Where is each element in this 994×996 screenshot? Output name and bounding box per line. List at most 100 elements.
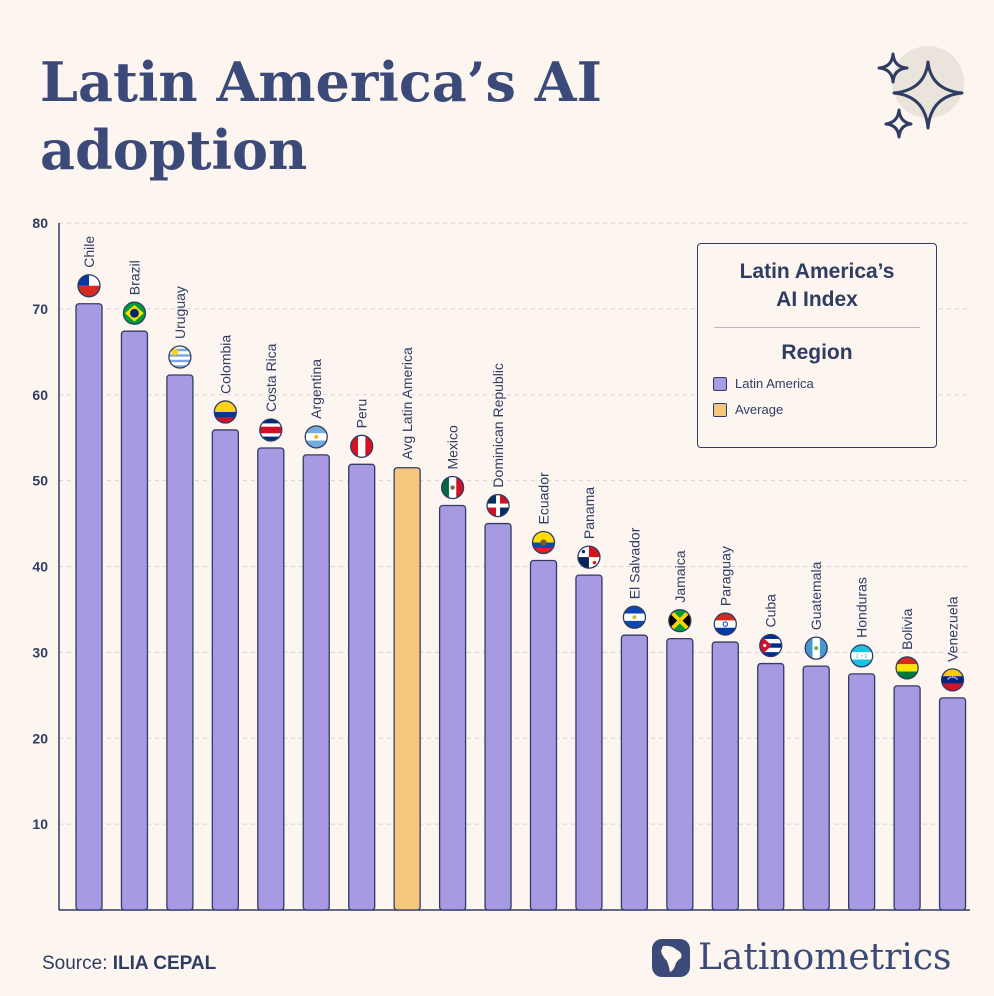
source-note: Source: ILIA CEPAL — [42, 953, 217, 974]
y-tick-label: 10 — [32, 816, 48, 832]
venezuela-flag-icon — [941, 668, 964, 691]
bar-avg-latin-america — [393, 467, 421, 911]
category-label: Uruguay — [172, 286, 188, 339]
colombia-flag-icon — [214, 400, 237, 423]
brand-name: Latinometrics — [698, 937, 952, 978]
bar-mexico — [438, 504, 467, 911]
category-label: Chile — [81, 236, 97, 268]
category-label: El Salvador — [626, 527, 642, 599]
bar-honduras — [848, 673, 876, 911]
flag-outline — [486, 493, 510, 518]
cuba-flag-icon — [759, 634, 782, 657]
bolivia-flag-icon — [896, 656, 919, 679]
legend-divider — [714, 327, 920, 328]
flag-outline — [440, 475, 465, 500]
brazil-flag-icon — [123, 302, 146, 325]
category-label: Peru — [354, 399, 370, 429]
legend-swatch-average — [713, 402, 727, 417]
legend-item-latin-america: Latin America — [713, 376, 936, 391]
flag-outline — [122, 301, 147, 325]
bar-panama — [575, 574, 603, 911]
flag-outline — [213, 400, 238, 424]
flag-outline — [940, 668, 965, 692]
flag-outline — [531, 530, 556, 555]
paraguay-flag-icon — [714, 613, 737, 636]
bar-ecuador — [529, 559, 558, 911]
bar-uruguay — [166, 374, 194, 911]
flag-outline — [577, 545, 601, 569]
bar-venezuela — [938, 697, 967, 911]
ecuador-flag-icon — [532, 531, 555, 554]
flag-outline — [850, 644, 874, 668]
bar-guatemala — [802, 665, 830, 911]
mexico-flag-icon — [441, 476, 464, 499]
y-tick-label: 30 — [32, 644, 48, 660]
category-label: Paraguay — [717, 546, 733, 606]
dominican-republic-flag-icon — [487, 494, 510, 517]
category-label: Honduras — [854, 577, 870, 638]
legend-swatch-latin-america — [713, 376, 727, 391]
flag-outline — [304, 425, 328, 449]
bar-costa-rica — [257, 447, 285, 911]
flag-outline — [759, 633, 783, 658]
category-label: Argentina — [308, 359, 324, 419]
category-label: Cuba — [763, 594, 779, 628]
flag-outline — [622, 605, 647, 629]
y-tick-label: 80 — [32, 215, 48, 231]
bar-paraguay — [711, 641, 739, 911]
y-tick-label: 60 — [32, 387, 48, 403]
flag-outline — [259, 418, 283, 442]
legend-title: Latin America’s AI Index — [739, 260, 895, 311]
panama-flag-icon — [577, 546, 600, 569]
bar-el-salvador — [620, 634, 649, 911]
flag-outline — [804, 636, 828, 660]
latam-map-logo-icon — [652, 938, 690, 977]
brand-logo: Latinometrics — [652, 937, 951, 978]
y-tick-label: 20 — [32, 730, 48, 746]
uruguay-flag-icon — [168, 345, 191, 368]
category-label: Ecuador — [536, 472, 552, 524]
chile-flag-icon — [78, 274, 100, 297]
y-tick-label: 50 — [32, 473, 48, 489]
category-label: Dominican Republic — [490, 363, 506, 488]
category-label: Bolivia — [899, 608, 915, 649]
bar-brazil — [120, 330, 149, 911]
flag-outline — [350, 434, 374, 458]
honduras-flag-icon — [850, 644, 873, 667]
category-label: Costa Rica — [263, 343, 279, 412]
bar-peru — [348, 463, 376, 911]
flag-outline — [895, 656, 919, 680]
category-label: Panama — [581, 487, 597, 539]
category-label: Mexico — [445, 425, 461, 470]
legend-item-average: Average — [713, 402, 936, 417]
bar-dominican-republic — [484, 522, 512, 911]
category-label: Colombia — [217, 335, 233, 394]
bar-bolivia — [893, 685, 921, 911]
flag-outline — [168, 345, 192, 369]
bar-argentina — [302, 454, 330, 911]
sparkle-icon — [877, 46, 964, 139]
bar-chile — [75, 303, 103, 911]
page-title: Latin America’s AI adoption — [40, 50, 602, 182]
guatemala-flag-icon — [805, 637, 828, 660]
category-label: Avg Latin America — [399, 347, 415, 460]
legend-subtitle: Region — [781, 341, 853, 364]
bar-jamaica — [666, 637, 694, 911]
category-label: Jamaica — [672, 550, 688, 602]
y-tick-label: 70 — [32, 301, 48, 317]
costa-rica-flag-icon — [259, 418, 282, 441]
el-salvador-flag-icon — [623, 606, 646, 629]
flag-outline — [713, 612, 737, 636]
category-label: Guatemala — [808, 561, 824, 630]
y-tick-label: 40 — [32, 559, 48, 575]
argentina-flag-icon — [305, 425, 328, 448]
category-label: Venezuela — [945, 596, 961, 662]
bar-cuba — [757, 662, 785, 911]
flag-outline — [668, 608, 692, 633]
bar-colombia — [211, 429, 240, 911]
legend: Latin America’s AI Index Region Latin Am… — [697, 243, 937, 448]
category-label: Brazil — [126, 260, 142, 295]
flag-outline — [77, 274, 101, 298]
peru-flag-icon — [350, 435, 373, 458]
